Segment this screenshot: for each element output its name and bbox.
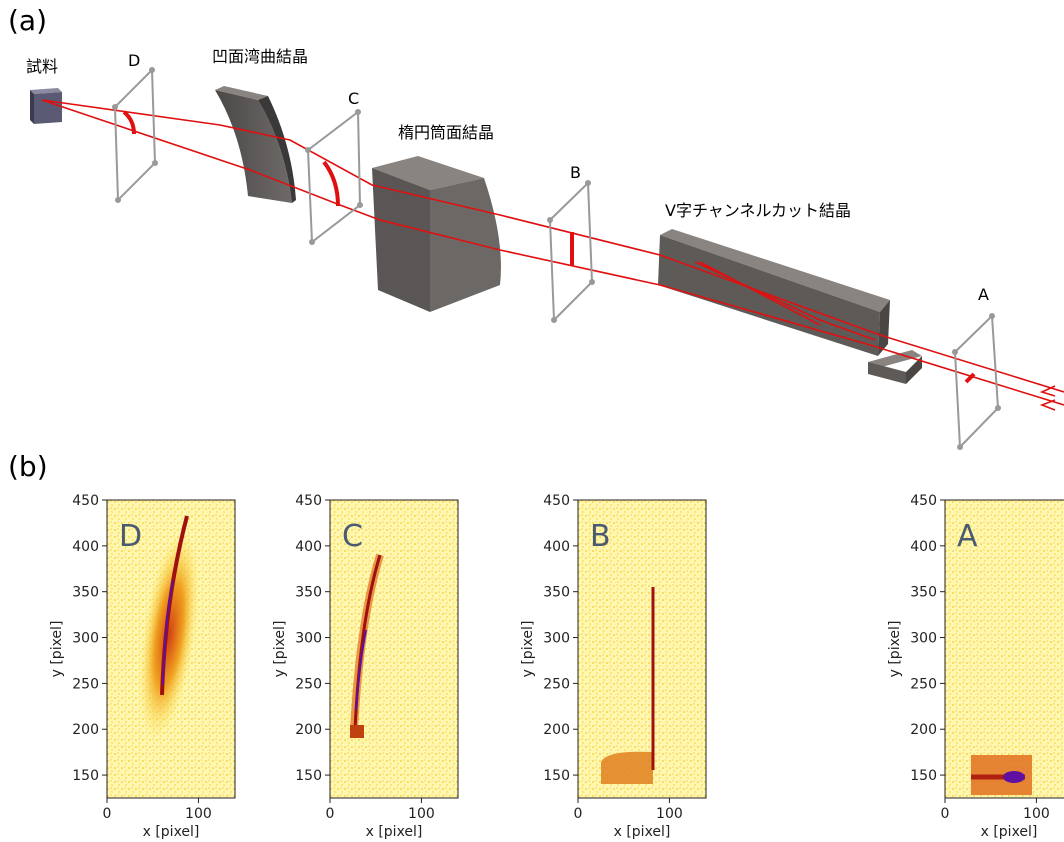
sample-side [30, 90, 34, 124]
detector: B [547, 163, 595, 323]
x-tick-label: 100 [656, 806, 683, 822]
y-tick-label: 300 [295, 631, 322, 647]
x-axis-label: x [pixel] [366, 824, 423, 840]
y-tick-label: 200 [910, 722, 937, 738]
y-tick-label: 400 [72, 539, 99, 555]
detector-label: C [348, 89, 359, 108]
y-tick-label: 450 [72, 493, 99, 509]
y-tick-label: 200 [543, 722, 570, 738]
x-tick-label: 0 [941, 806, 950, 822]
figure: (a) (b) 試料 凹面湾曲結晶 楕円筒面結晶 V字チャンネルカット結晶 D … [0, 0, 1064, 842]
y-axis-label: y [pixel] [520, 621, 536, 678]
y-tick-label: 400 [543, 539, 570, 555]
x-axis-label: x [pixel] [614, 824, 671, 840]
y-tick-label: 150 [72, 768, 99, 784]
crystal-label: V字チャンネルカット結晶 [665, 201, 851, 220]
crystal-side [430, 178, 501, 312]
y-tick-label: 250 [543, 676, 570, 692]
plot-letter: A [957, 519, 978, 554]
x-tick-label: 100 [1023, 806, 1050, 822]
x-tick-label: 0 [574, 806, 583, 822]
y-tick-label: 400 [910, 539, 937, 555]
y-tick-label: 300 [910, 631, 937, 647]
y-tick-label: 300 [72, 631, 99, 647]
sample-label: 試料 [26, 57, 58, 76]
y-tick-label: 400 [295, 539, 322, 555]
x-tick-label: 100 [408, 806, 435, 822]
y-tick-label: 450 [295, 493, 322, 509]
ray [42, 100, 1064, 405]
x-tick-label: 100 [185, 806, 212, 822]
y-tick-label: 350 [72, 585, 99, 601]
x-axis-label: x [pixel] [143, 824, 200, 840]
y-axis-label: y [pixel] [49, 621, 65, 678]
y-tick-label: 250 [295, 676, 322, 692]
y-tick-label: 300 [543, 631, 570, 647]
detector: D [112, 51, 158, 203]
panel-label: (a) [8, 4, 47, 37]
x-tick-label: 0 [326, 806, 335, 822]
y-tick-label: 150 [910, 768, 937, 784]
crystal-label: 楕円筒面結晶 [398, 123, 494, 142]
y-tick-label: 350 [295, 585, 322, 601]
x-axis-label: x [pixel] [981, 824, 1038, 840]
y-tick-label: 150 [543, 768, 570, 784]
y-tick-label: 350 [543, 585, 570, 601]
y-tick-label: 350 [910, 585, 937, 601]
plot-letter: B [590, 519, 611, 554]
ray [42, 100, 1064, 392]
y-tick-label: 200 [72, 722, 99, 738]
y-axis-label: y [pixel] [887, 621, 903, 678]
detector: A [952, 285, 1001, 450]
detector-label: A [978, 285, 989, 304]
y-axis-label: y [pixel] [272, 621, 288, 678]
crystal [372, 168, 430, 312]
plot-letter: C [342, 519, 363, 554]
detector-label: B [570, 163, 581, 182]
y-tick-label: 200 [295, 722, 322, 738]
y-tick-label: 250 [72, 676, 99, 692]
y-tick-label: 450 [543, 493, 570, 509]
detector-label: D [128, 51, 140, 70]
y-tick-label: 150 [295, 768, 322, 784]
crystal-label: 凹面湾曲結晶 [212, 47, 308, 66]
detector: C [305, 89, 363, 245]
x-tick-label: 0 [103, 806, 112, 822]
plot-letter: D [119, 519, 142, 554]
y-tick-label: 250 [910, 676, 937, 692]
y-tick-label: 450 [910, 493, 937, 509]
sample-front [34, 92, 62, 124]
panel-label: (b) [8, 450, 48, 483]
